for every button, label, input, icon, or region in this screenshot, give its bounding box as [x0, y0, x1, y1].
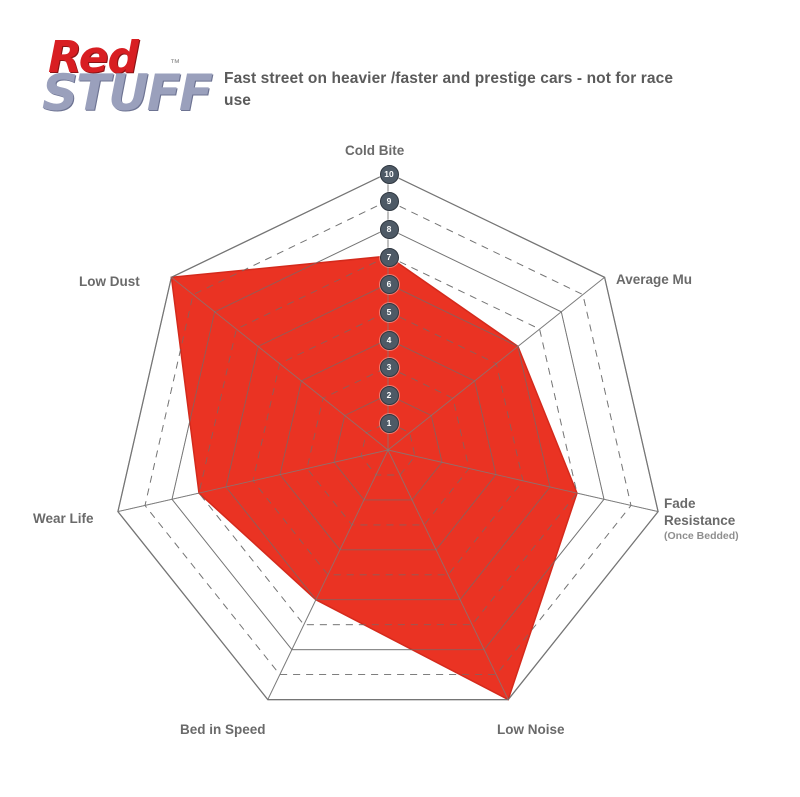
scale-tick-2: 2	[379, 386, 399, 406]
trademark-symbol: ™	[170, 58, 180, 69]
logo-word-stuff: STUFF	[42, 64, 213, 122]
grid-rings-overlay	[117, 172, 659, 701]
fade-resistance-sublabel: (Once Bedded)	[664, 529, 739, 542]
scale-tick-6: 6	[379, 275, 399, 295]
scale-tick-4: 4	[379, 330, 399, 350]
axis-label-fade-resistance: Fade Resistance (Once Bedded)	[664, 496, 739, 543]
redstuff-logo: Red STUFF ™	[42, 32, 213, 132]
scale-tick-1: 1	[379, 413, 399, 433]
scale-tick-10: 10	[379, 164, 399, 184]
scale-tick-9: 9	[379, 192, 399, 212]
grid-spokes-overlay	[117, 173, 659, 700]
chart-title: Fast street on heavier /faster and prest…	[224, 70, 674, 110]
scale-tick-7: 7	[379, 247, 399, 267]
logo-word-red: Red	[48, 32, 139, 83]
axis-label-wear-life: Wear Life	[33, 511, 94, 526]
axis-label-average-mu: Average Mu	[616, 272, 693, 287]
scale-tick-5: 5	[379, 303, 399, 322]
scale-tick-8: 8	[379, 219, 399, 239]
axis-label-low-dust: Low Dust	[79, 274, 140, 289]
fade-resistance-line-1: Fade	[664, 496, 696, 511]
axis-label-low-noise: Low Noise	[497, 722, 565, 737]
scale-tick-3: 3	[379, 358, 399, 378]
fade-resistance-line-2: Resistance	[664, 512, 736, 528]
axis-label-bed-in-speed: Bed in Speed	[180, 722, 266, 737]
axis-label-cold-bite: Cold Bite	[345, 143, 405, 158]
